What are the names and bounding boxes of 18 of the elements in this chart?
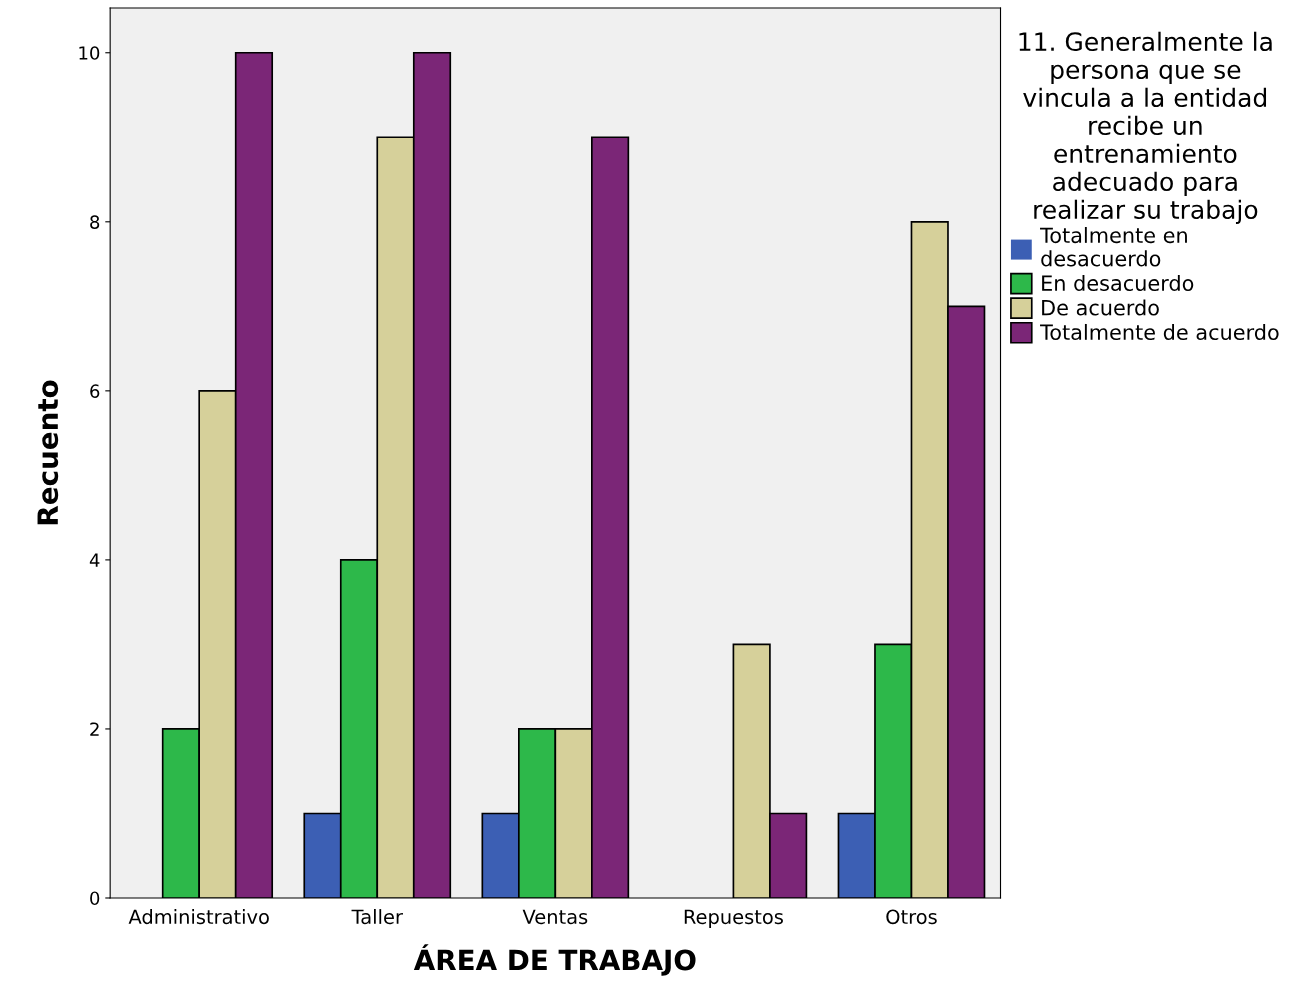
x-tick-label: Repuestos xyxy=(684,909,783,928)
x-tick-label: Otros xyxy=(886,909,937,925)
y-tick-label: 0 xyxy=(90,891,100,906)
x-tick-label: Administrativo xyxy=(128,909,269,925)
legend-label: Totalmente en desacuerdo xyxy=(1040,227,1187,267)
y-axis-title: Recuento xyxy=(37,380,59,525)
x-tick-label: Taller xyxy=(351,909,403,925)
y-tick-label: 4 xyxy=(89,553,100,567)
legend-label: De acuerdo xyxy=(1042,299,1159,316)
legend-label: En desacuerdo xyxy=(1042,274,1194,292)
x-axis-title: ÁREA DE TRABAJO xyxy=(413,944,696,976)
y-tick-label: 10 xyxy=(79,46,100,60)
y-tick-label: 8 xyxy=(90,215,100,229)
legend-title: 11. Generalmente la persona que se vincula a la entidad recibe un entrenamiento adecuado para realizar su trabajo xyxy=(1019,31,1272,224)
y-tick-label: 2 xyxy=(90,722,99,736)
y-tick-label: 6 xyxy=(90,384,100,398)
legend-label: Totalmente de acuerdo xyxy=(1040,323,1279,341)
x-tick-label: Ventas xyxy=(522,909,588,925)
